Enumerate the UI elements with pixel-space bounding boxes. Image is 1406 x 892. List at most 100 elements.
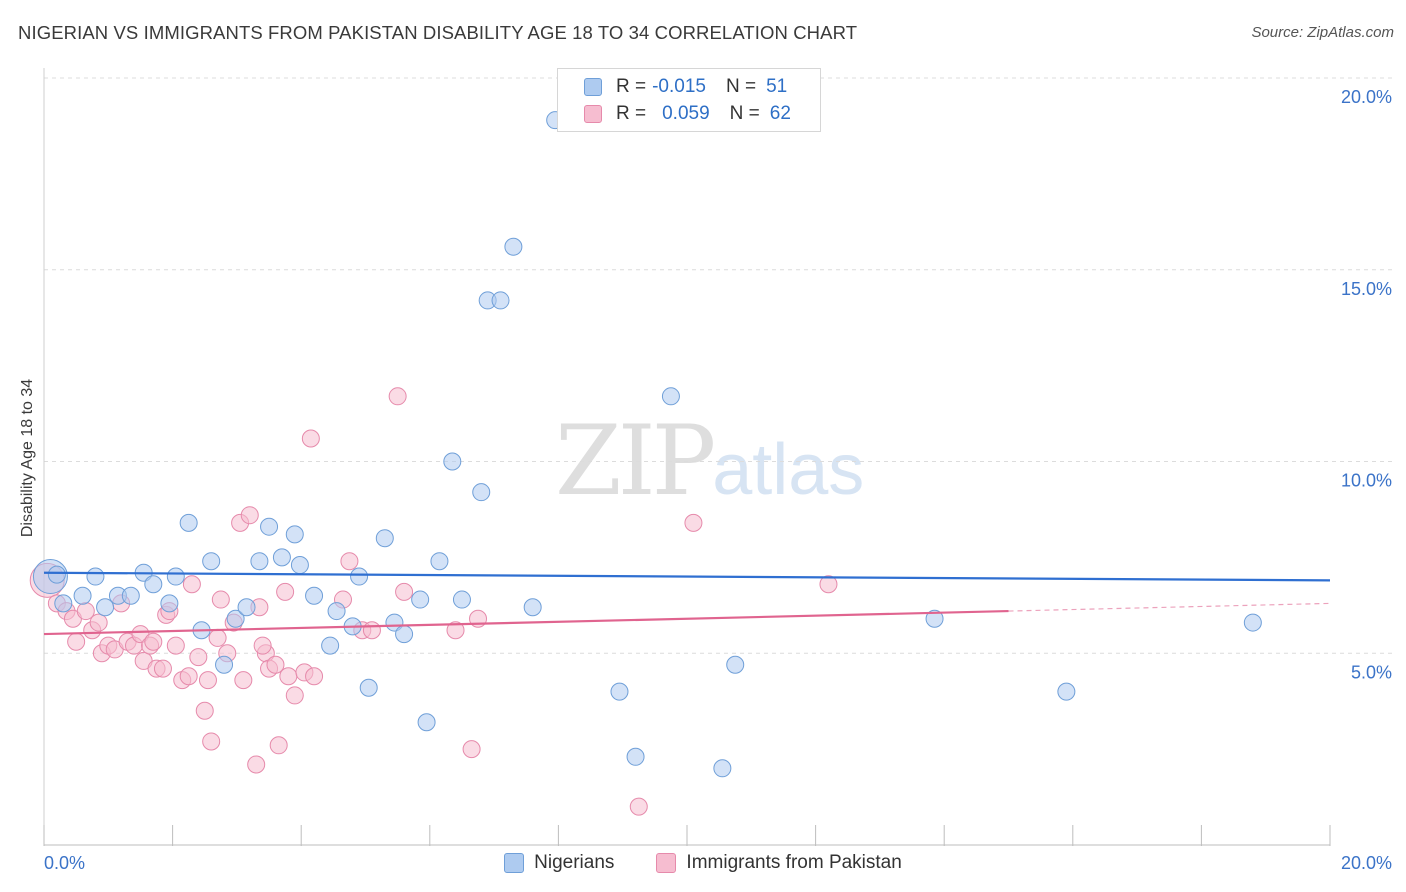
point-nigerians [250,552,269,571]
point-nigerians [375,529,394,548]
point-pakistan [446,621,465,640]
point-nigerians [96,598,115,617]
point-pakistan [198,671,217,690]
legend-swatch-pakistan [584,105,602,123]
legend-n-value: 62 [769,103,791,124]
series-legend: Nigerians Immigrants from Pakistan [0,852,1406,874]
legend-n-value: 51 [766,76,788,97]
point-nigerians [290,556,309,575]
trendline-pakistan [43,609,1009,636]
point-nigerians [305,586,324,605]
point-pakistan [182,575,201,594]
series-swatch-nigerians [504,853,525,873]
point-nigerians [472,483,491,502]
series-name-nigerians: Nigerians [534,852,615,873]
point-pakistan [253,636,272,655]
point-nigerians [359,678,378,697]
point-nigerians [350,567,369,586]
point-pakistan [67,632,86,651]
point-pakistan [395,582,414,601]
legend-row-pakistan: R = 0.059 N = 62 [584,101,791,127]
point-nigerians [925,609,944,628]
trendline-pakistan-extension [1008,602,1331,612]
point-nigerians [73,586,92,605]
legend-r-label: R = [616,103,647,124]
point-pakistan [819,575,838,594]
point-pakistan [247,755,266,774]
point-pakistan [285,686,304,705]
legend-r-value: -0.015 [652,76,706,97]
point-nigerians [726,655,745,674]
y-tick-label: 15.0% [1341,279,1392,299]
point-nigerians [661,387,680,406]
point-nigerians [272,548,291,567]
point-nigerians [285,525,304,544]
point-pakistan [234,671,253,690]
point-nigerians [226,609,245,628]
point-pakistan [240,506,259,525]
point-nigerians [452,590,471,609]
point-pakistan [684,513,703,532]
point-pakistan [202,732,221,751]
source-label: Source: ZipAtlas.com [1251,24,1394,41]
correlation-legend: R = -0.015 N = 51 R = 0.059 N = 62 [557,68,821,132]
legend-row-nigerians: R = -0.015 N = 51 [584,74,787,100]
point-pakistan [301,429,320,448]
point-pakistan [195,701,214,720]
legend-r-label: R = [616,76,647,97]
point-nigerians [430,552,449,571]
trendline-nigerians [43,571,1331,582]
point-nigerians [160,594,179,613]
series-swatch-pakistan [656,853,677,873]
point-pakistan [266,655,285,674]
series-legend-pakistan[interactable]: Immigrants from Pakistan [656,852,902,874]
legend-n-label: N = [725,76,757,97]
point-pakistan [269,736,288,755]
point-nigerians [179,513,198,532]
watermark-atlas: atlas [712,430,865,510]
point-nigerians [327,602,346,621]
point-pakistan [166,636,185,655]
point-nigerians [121,586,140,605]
point-nigerians [54,594,73,613]
y-tick-label: 5.0% [1351,662,1392,682]
point-nigerians [202,552,221,571]
point-nigerians [491,291,510,310]
point-nigerians [504,237,523,256]
point-pakistan [362,621,381,640]
point-pakistan [305,667,324,686]
point-nigerians [523,598,542,617]
point-nigerians [260,517,279,536]
point-nigerians [144,575,163,594]
point-nigerians [1057,682,1076,701]
point-nigerians [713,759,732,778]
x-tick-label: 20.0% [1341,853,1392,873]
y-tick-label: 10.0% [1341,471,1392,491]
chart-title: NIGERIAN VS IMMIGRANTS FROM PAKISTAN DIS… [18,22,858,43]
series-legend-nigerians[interactable]: Nigerians [504,852,614,874]
point-nigerians [321,636,340,655]
point-nigerians [237,598,256,617]
point-nigerians [443,452,462,471]
series-name-pakistan: Immigrants from Pakistan [686,852,902,873]
point-pakistan [144,632,163,651]
point-nigerians [1243,613,1262,632]
point-pakistan [629,797,648,816]
legend-swatch-nigerians [584,78,602,96]
point-nigerians [626,747,645,766]
point-pakistan [189,648,208,667]
point-nigerians [47,565,66,584]
point-nigerians [166,567,185,586]
point-nigerians [86,567,105,586]
point-pakistan [179,667,198,686]
point-pakistan [340,552,359,571]
point-pakistan [211,590,230,609]
point-pakistan [276,582,295,601]
point-pakistan [89,613,108,632]
point-nigerians [215,655,234,674]
x-tick-label: 0.0% [44,853,85,873]
point-pakistan [279,667,298,686]
legend-r-value: 0.059 [662,103,710,124]
point-nigerians [411,590,430,609]
point-nigerians [417,713,436,732]
